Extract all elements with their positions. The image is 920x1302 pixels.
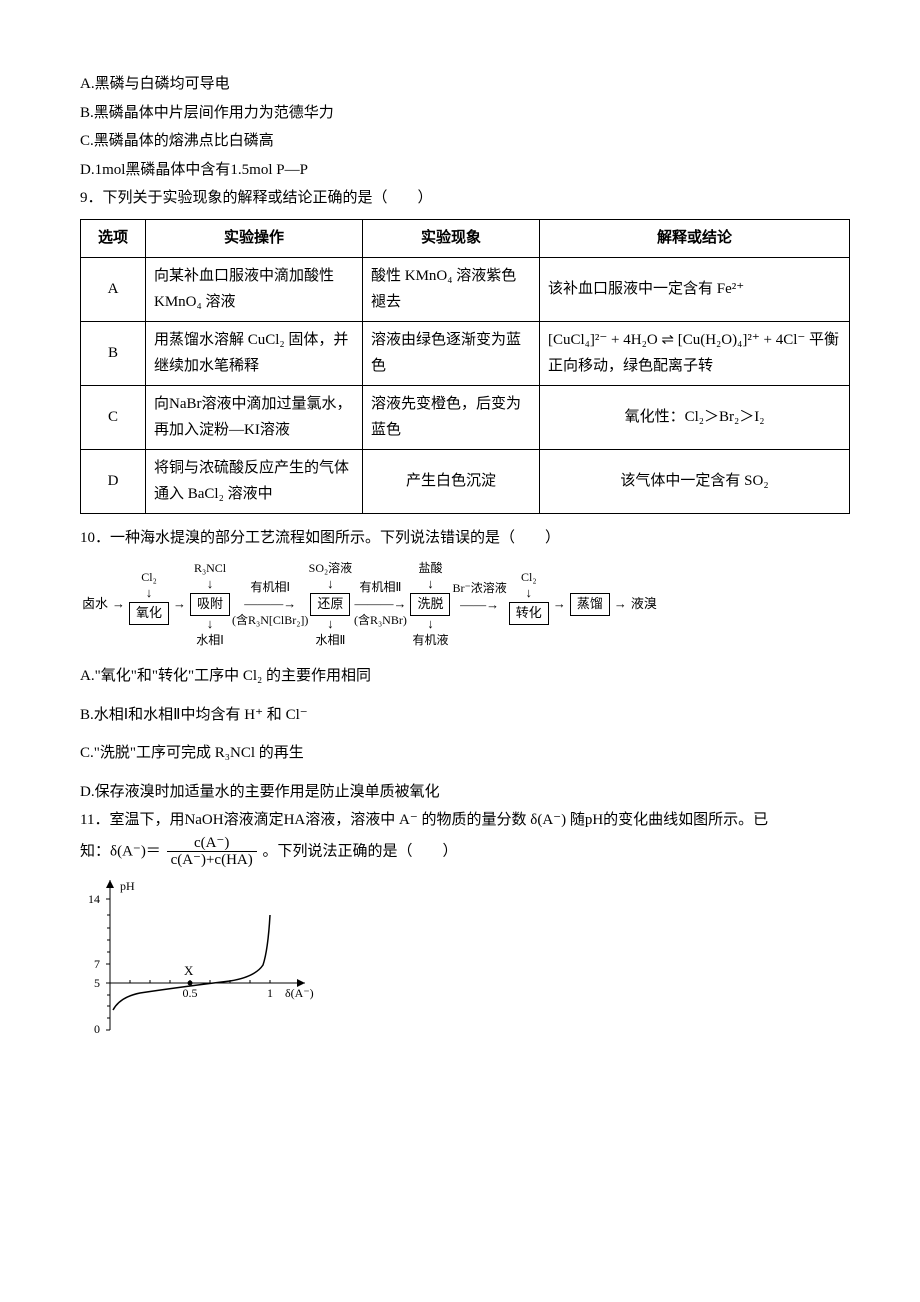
cell-phenomenon: 产生白色沉淀	[363, 450, 540, 514]
cell-option: D	[81, 450, 146, 514]
cell-operation: 向某补血口服液中滴加酸性 KMnO₄ 溶液	[146, 258, 363, 322]
flow-box: 蒸馏	[570, 593, 610, 616]
q9-stem: 9．下列关于实验现象的解释或结论正确的是（ ）	[80, 184, 850, 213]
ytick-label: 0	[94, 1022, 100, 1036]
flow-label-below: 水相Ⅱ	[315, 633, 345, 649]
xlabel: δ(A⁻)	[285, 986, 314, 1000]
ytick-label: 5	[94, 976, 100, 990]
cell-operation: 用蒸馏水溶解 CuCl₂ 固体，并继续加水笔稀释	[146, 322, 363, 386]
col-header-operation: 实验操作	[146, 219, 363, 258]
page: A.黑磷与白磷均可导电 B.黑磷晶体中片层间作用力为范德华力 C.黑磷晶体的熔沸…	[0, 0, 920, 1135]
q11-stem-a: 11．室温下，用NaOH溶液滴定HA溶液，溶液中 A⁻ 的物质的量分数 δ(A⁻…	[80, 806, 850, 835]
q11-stem-b1: 知：δ(A⁻)＝	[80, 843, 161, 859]
col-header-option: 选项	[81, 219, 146, 258]
ytick-label: 14	[88, 892, 100, 906]
col-header-phenomenon: 实验现象	[363, 219, 540, 258]
ylabel: pH	[120, 879, 135, 893]
chart-point-label: X	[184, 963, 194, 978]
fraction-numerator: c(A⁻)	[167, 835, 257, 853]
down-arrow-icon: ↓	[526, 585, 533, 602]
cell-option: C	[81, 386, 146, 450]
flow-mid-label: Br⁻浓溶液	[452, 581, 506, 597]
q8-option-b: B.黑磷晶体中片层间作用力为范德华力	[80, 99, 850, 128]
flow-box: 转化	[509, 602, 549, 625]
q11-stem-b2: 。下列说法正确的是（ ）	[262, 843, 457, 859]
q10-option-d: D.保存液溴时加适量水的主要作用是防止溴单质被氧化	[80, 778, 850, 807]
q8-option-d: D.1mol黑磷晶体中含有1.5mol P—P	[80, 156, 850, 185]
q10-option-c: C."洗脱"工序可完成 R₃NCl 的再生	[80, 739, 850, 768]
flow-box: 还原	[310, 593, 350, 616]
flow-end-label: 液溴	[629, 596, 659, 613]
fraction: c(A⁻) c(A⁻)+c(HA)	[167, 835, 257, 869]
q8-option-c: C.黑磷晶体的熔沸点比白磷高	[80, 127, 850, 156]
cell-operation: 将铜与浓硫酸反应产生的气体通入 BaCl₂ 溶液中	[146, 450, 363, 514]
arrow-icon: ——→	[458, 597, 501, 614]
arrow-icon: →	[612, 596, 629, 613]
flow-mid-label: 有机相Ⅰ	[250, 580, 290, 596]
flow-label-above: Cl₂	[141, 570, 157, 586]
flow-label-above: Cl₂	[521, 570, 537, 586]
cell-conclusion: 氧化性：Cl₂＞Br₂＞I₂	[540, 386, 850, 450]
down-arrow-icon: ↓	[427, 616, 434, 633]
flow-label-above: SO₂溶液	[309, 561, 353, 577]
arrow-icon: →	[551, 596, 568, 613]
arrow-icon: →	[110, 596, 127, 613]
down-arrow-icon: ↓	[327, 576, 334, 593]
flow-label-above: 盐酸	[418, 561, 442, 577]
arrow-icon: →	[171, 596, 188, 613]
q10-option-a: A."氧化"和"转化"工序中 Cl₂ 的主要作用相同	[80, 662, 850, 691]
cell-phenomenon: 溶液由绿色逐渐变为蓝色	[363, 322, 540, 386]
table-row: C 向NaBr溶液中滴加过量氯水，再加入淀粉—KI溶液 溶液先变橙色，后变为蓝色…	[81, 386, 850, 450]
xtick-label: 0.5	[183, 986, 198, 1000]
chart-svg: 0 5 7 14 0.5	[80, 875, 320, 1045]
fraction-denominator: c(A⁻)+c(HA)	[167, 852, 257, 869]
table-row: D 将铜与浓硫酸反应产生的气体通入 BaCl₂ 溶液中 产生白色沉淀 该气体中一…	[81, 450, 850, 514]
q10-option-b: B.水相Ⅰ和水相Ⅱ中均含有 H⁺ 和 Cl⁻	[80, 701, 850, 730]
down-arrow-icon: ↓	[207, 576, 214, 593]
flow-box: 氧化	[129, 602, 169, 625]
flow-start-label: 卤水	[80, 596, 110, 613]
q9-table: 选项 实验操作 实验现象 解释或结论 A 向某补血口服液中滴加酸性 KMnO₄ …	[80, 219, 850, 515]
cell-phenomenon: 酸性 KMnO₄ 溶液紫色褪去	[363, 258, 540, 322]
down-arrow-icon: ↓	[427, 576, 434, 593]
cell-conclusion: 该补血口服液中一定含有 Fe²⁺	[540, 258, 850, 322]
q8-option-a: A.黑磷与白磷均可导电	[80, 70, 850, 99]
cell-conclusion: 该气体中一定含有 SO₂	[540, 450, 850, 514]
flow-label-above: R₃NCl	[194, 561, 226, 577]
down-arrow-icon: ↓	[327, 616, 334, 633]
q10-flow-diagram: 卤水 → Cl₂ ↓ 氧化 → R₃NCl ↓ 吸附 ↓ 水相Ⅰ 有机相Ⅰ ——…	[80, 561, 850, 649]
arrow-icon: ———→	[352, 596, 408, 613]
flow-box: 洗脱	[410, 593, 450, 616]
flow-label-below: 有机液	[412, 633, 448, 649]
down-arrow-icon: ↓	[146, 585, 153, 602]
flow-label-below: 水相Ⅰ	[196, 633, 224, 649]
q11-chart: 0 5 7 14 0.5	[80, 875, 850, 1056]
col-header-conclusion: 解释或结论	[540, 219, 850, 258]
xtick-label: 1	[267, 986, 273, 1000]
cell-operation: 向NaBr溶液中滴加过量氯水，再加入淀粉—KI溶液	[146, 386, 363, 450]
down-arrow-icon: ↓	[207, 616, 214, 633]
table-row: A 向某补血口服液中滴加酸性 KMnO₄ 溶液 酸性 KMnO₄ 溶液紫色褪去 …	[81, 258, 850, 322]
flow-mid-label: (含R₃N[ClBr₂])	[232, 613, 308, 629]
cell-option: A	[81, 258, 146, 322]
chart-point-x	[188, 980, 193, 985]
q10-stem: 10．一种海水提溴的部分工艺流程如图所示。下列说法错误的是（ ）	[80, 524, 850, 553]
q11-stem-b: 知：δ(A⁻)＝ c(A⁻) c(A⁻)+c(HA) 。下列说法正确的是（ ）	[80, 835, 850, 869]
table-row: B 用蒸馏水溶解 CuCl₂ 固体，并继续加水笔稀释 溶液由绿色逐渐变为蓝色 […	[81, 322, 850, 386]
table-row-header: 选项 实验操作 实验现象 解释或结论	[81, 219, 850, 258]
ytick-label: 7	[94, 957, 100, 971]
arrow-icon: ———→	[242, 596, 298, 613]
flow-mid-label: (含R₃NBr)	[354, 613, 407, 629]
cell-option: B	[81, 322, 146, 386]
flow-mid-label: 有机相Ⅱ	[359, 580, 401, 596]
cell-conclusion: [CuCl₄]²⁻ + 4H₂O ⇌ [Cu(H₂O)₄]²⁺ + 4Cl⁻ 平…	[540, 322, 850, 386]
flow-box: 吸附	[190, 593, 230, 616]
cell-phenomenon: 溶液先变橙色，后变为蓝色	[363, 386, 540, 450]
